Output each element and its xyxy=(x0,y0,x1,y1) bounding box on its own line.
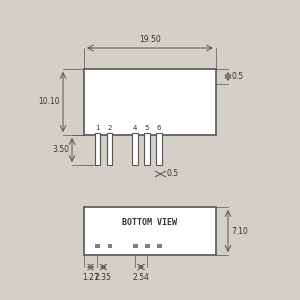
Bar xyxy=(133,244,137,247)
Text: 2.54: 2.54 xyxy=(133,273,149,282)
Bar xyxy=(95,244,99,247)
Bar xyxy=(132,134,138,165)
Bar xyxy=(156,134,162,165)
Text: 0.5: 0.5 xyxy=(166,169,178,178)
Text: 2: 2 xyxy=(107,125,112,131)
Text: 6: 6 xyxy=(157,125,161,131)
Text: 1: 1 xyxy=(95,125,100,131)
Text: 0.5: 0.5 xyxy=(231,72,243,81)
Text: 1.27: 1.27 xyxy=(82,273,99,282)
Text: 2.35: 2.35 xyxy=(95,273,112,282)
Bar xyxy=(157,244,161,247)
Text: BOTTOM VIEW: BOTTOM VIEW xyxy=(122,218,178,227)
Bar xyxy=(108,244,111,247)
Bar xyxy=(94,134,100,165)
Text: 10.10: 10.10 xyxy=(38,98,60,106)
Bar xyxy=(144,134,150,165)
Text: 7.10: 7.10 xyxy=(231,226,248,236)
Bar xyxy=(84,69,216,135)
Text: 4: 4 xyxy=(133,125,137,131)
Text: 3.50: 3.50 xyxy=(52,146,69,154)
Text: 19.50: 19.50 xyxy=(139,34,161,43)
Bar xyxy=(107,134,112,165)
Bar xyxy=(145,244,149,247)
Bar xyxy=(84,207,216,255)
Text: 5: 5 xyxy=(145,125,149,131)
